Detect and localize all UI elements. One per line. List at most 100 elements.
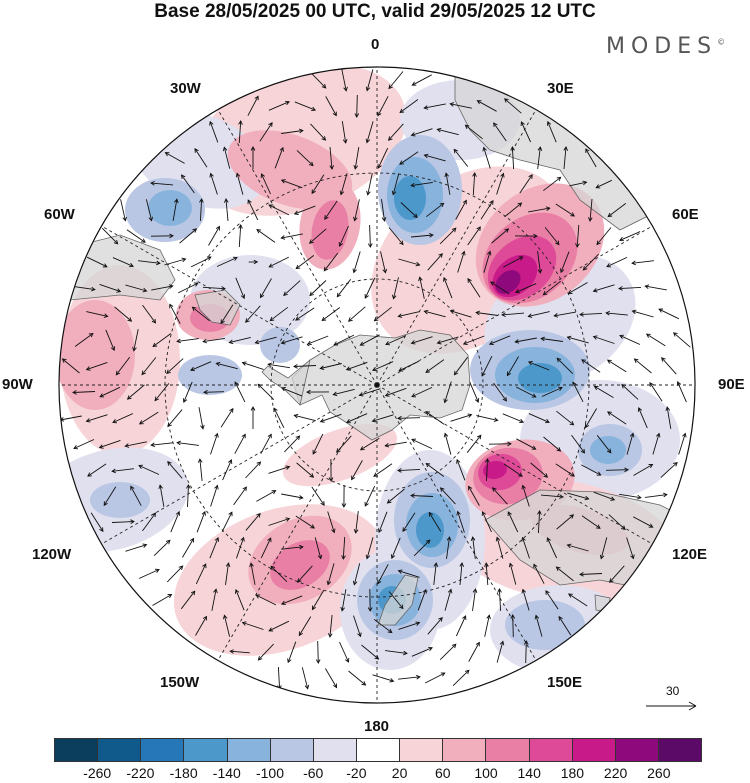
wind-arrow bbox=[209, 172, 218, 195]
wind-arrow bbox=[568, 593, 588, 607]
wind-arrow bbox=[150, 180, 174, 186]
wind-arrow bbox=[268, 517, 291, 526]
wind-arrow bbox=[238, 224, 243, 248]
wind-arrow bbox=[371, 414, 394, 423]
meridian-line bbox=[217, 384, 378, 661]
wind-arrow bbox=[190, 361, 212, 372]
wind-arrow bbox=[381, 199, 387, 222]
wind-arrow bbox=[250, 146, 256, 169]
wind-arrow bbox=[426, 202, 445, 218]
lon-label-90e: 90E bbox=[718, 376, 745, 393]
wind-arrow bbox=[543, 436, 562, 452]
colorbar-cell bbox=[443, 739, 487, 761]
wind-arrow bbox=[223, 198, 229, 222]
wind-arrow bbox=[402, 512, 416, 532]
wind-arrow bbox=[120, 199, 127, 222]
wind-arrow bbox=[248, 259, 259, 265]
meridian-line bbox=[217, 109, 378, 386]
wind-arrow bbox=[566, 543, 589, 552]
wind-arrow bbox=[167, 409, 183, 428]
wind-arrow bbox=[637, 407, 648, 429]
wind-arrow bbox=[195, 563, 207, 585]
wind-arrow bbox=[338, 225, 349, 247]
wind-arrow bbox=[424, 672, 446, 684]
lon-label-0: 0 bbox=[371, 36, 380, 53]
wind-arrow bbox=[142, 512, 157, 532]
wind-arrow bbox=[257, 383, 275, 401]
wind-arrow bbox=[359, 334, 380, 346]
wind-arrow bbox=[520, 121, 532, 143]
wind-arrow bbox=[510, 146, 515, 170]
colorbar-tick-label: 220 bbox=[603, 765, 628, 781]
wind-arrow bbox=[491, 487, 508, 505]
wind-arrow bbox=[280, 233, 303, 240]
wind-arrow bbox=[126, 384, 145, 400]
wind-arrow bbox=[455, 199, 467, 220]
wind-arrow bbox=[281, 544, 304, 550]
map-title: Base 28/05/2025 00 UTC, valid 29/05/2025… bbox=[154, 1, 596, 22]
wind-arrow bbox=[665, 406, 672, 429]
lon-label-150w: 150W bbox=[160, 674, 200, 691]
wind-arrow bbox=[111, 519, 135, 524]
wind-arrow bbox=[584, 408, 597, 429]
wind-arrow bbox=[618, 286, 642, 291]
wind-arrow bbox=[274, 146, 284, 169]
lon-label-120w: 120W bbox=[32, 546, 72, 563]
wind-arrow bbox=[506, 356, 519, 377]
wind-arrow bbox=[154, 383, 170, 402]
wind-arrow bbox=[210, 432, 219, 455]
wind-arrow bbox=[293, 205, 316, 215]
wind-arrow bbox=[410, 128, 433, 137]
wind-arrow bbox=[504, 202, 523, 218]
wind-arrow bbox=[453, 148, 469, 167]
wind-arrow bbox=[384, 387, 407, 397]
wind-arrow bbox=[427, 616, 443, 635]
wind-arrow bbox=[661, 357, 677, 375]
wind-arrow bbox=[181, 174, 195, 194]
wind-arrow bbox=[235, 277, 246, 300]
wind-arrow bbox=[341, 536, 346, 560]
wind-arrow bbox=[399, 99, 419, 114]
wind-arrow bbox=[384, 441, 407, 448]
colorbar-tick-label: -180 bbox=[169, 765, 198, 781]
land-mass bbox=[194, 289, 241, 326]
wind-arrow bbox=[151, 284, 174, 291]
wind-arrow bbox=[341, 121, 348, 144]
wind-arrow bbox=[579, 572, 603, 577]
wind-arrow bbox=[301, 667, 310, 690]
wind-arrow bbox=[216, 256, 238, 267]
wind-arrow bbox=[605, 310, 628, 316]
wind-arrow bbox=[180, 590, 196, 610]
lon-label-60e: 60E bbox=[672, 206, 699, 223]
wind-arrow bbox=[481, 355, 493, 377]
wind-arrow bbox=[599, 537, 608, 560]
wind-arrow bbox=[472, 588, 478, 611]
wind-arrow bbox=[268, 204, 290, 216]
wind-arrow bbox=[326, 563, 335, 586]
wind-arrow bbox=[234, 381, 246, 403]
wind-arrow bbox=[495, 536, 504, 559]
wind-arrow bbox=[497, 588, 502, 612]
wind-arrow bbox=[209, 120, 219, 143]
colorbar-cell bbox=[98, 739, 142, 761]
wind-arrow bbox=[649, 381, 663, 402]
wind-arrow bbox=[543, 176, 562, 192]
wind-arrow bbox=[233, 486, 247, 506]
colorbar-cell bbox=[356, 739, 401, 761]
wind-arrow bbox=[293, 413, 316, 422]
wind-arrow bbox=[325, 668, 338, 689]
wind-arrow bbox=[142, 304, 157, 324]
colorbar-ticks: -260 -220 -180 -140 -100 -60 -20 20 60 100 140 180 2… bbox=[54, 765, 702, 783]
wind-arrow bbox=[164, 257, 187, 266]
wind-arrow bbox=[534, 614, 543, 637]
wind-arrow bbox=[112, 257, 134, 268]
wind-arrow bbox=[386, 488, 405, 504]
colorbar-tick-label: 100 bbox=[474, 765, 498, 781]
wind-arrow bbox=[329, 146, 335, 170]
wind-arrow bbox=[295, 255, 315, 270]
wind-arrow bbox=[166, 565, 184, 583]
wind-arrow bbox=[353, 147, 360, 170]
wind-arrow bbox=[241, 361, 264, 370]
lon-label-30e: 30E bbox=[547, 80, 574, 97]
wind-arrow bbox=[533, 563, 545, 584]
